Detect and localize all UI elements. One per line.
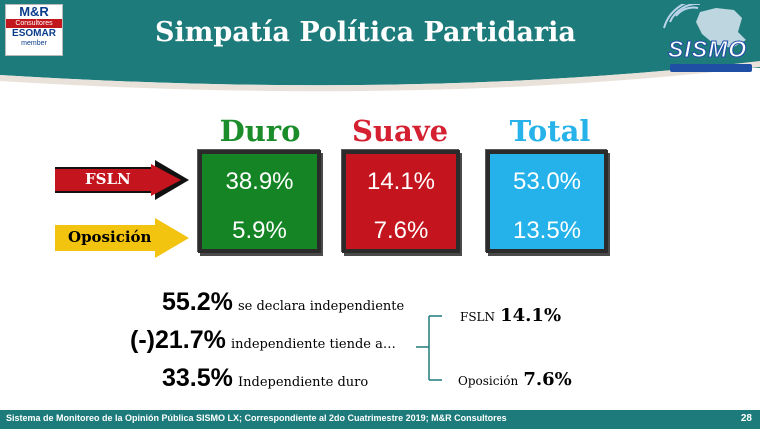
duro-box: 38.9% 5.9% xyxy=(198,150,321,253)
stat-tiende-text: independiente tiende a… xyxy=(230,337,396,352)
breakdown-fsln-label: FSLN xyxy=(460,310,496,324)
header-swoosh xyxy=(0,55,760,105)
breakdown-oposicion-value: 7.6% xyxy=(523,369,572,390)
sismo-logo xyxy=(660,0,760,76)
suave-box: 14.1% 7.6% xyxy=(342,150,460,253)
mr-consultores-logo: M&R Consultores ESOMAR member xyxy=(5,4,63,56)
logo-line-4: member xyxy=(21,40,47,47)
stat-independiente-value: 55.2% xyxy=(162,288,233,316)
stat-duro: 33.5% Independiente duro xyxy=(162,364,368,393)
column-header-suave: Suave xyxy=(351,114,449,148)
fsln-suave-value: 14.1% xyxy=(366,168,436,195)
stat-independiente-text: se declara independiente xyxy=(237,299,405,314)
oposicion-arrow xyxy=(55,218,190,258)
oposicion-duro-value: 5.9% xyxy=(232,217,287,244)
stat-independiente: 55.2% se declara independiente xyxy=(162,288,404,317)
oposicion-arrow-label: Oposición xyxy=(68,228,152,246)
stat-tiende-value: (-)21.7% xyxy=(130,326,226,354)
breakdown-fsln: FSLN 14.1% xyxy=(460,305,561,326)
page-title: Simpatía Política Partidaria xyxy=(155,17,576,48)
footer-bar: Sistema de Monitoreo de la Opinión Públi… xyxy=(0,410,760,429)
column-header-total: Total xyxy=(509,114,591,148)
fsln-duro-value: 38.9% xyxy=(225,168,294,195)
fsln-total-value: 53.0% xyxy=(512,168,582,195)
fsln-arrow xyxy=(55,160,190,200)
logo-line-2: Consultores xyxy=(6,19,62,28)
total-box: 53.0% 13.5% xyxy=(486,150,608,253)
sismo-logo-text: SISMO xyxy=(667,36,748,63)
fsln-arrow-label: FSLN xyxy=(85,170,131,188)
column-header-duro: Duro xyxy=(219,114,301,148)
logo-line-1: M&R xyxy=(19,4,49,19)
stat-tiende: (-)21.7% independiente tiende a… xyxy=(130,326,396,355)
stat-duro-value: 33.5% xyxy=(162,364,233,392)
stat-duro-text: Independiente duro xyxy=(237,375,369,390)
breakdown-oposicion-label: Oposición xyxy=(458,374,519,388)
footer-source-text: Sistema de Monitoreo de la Opinión Públi… xyxy=(6,413,507,423)
oposicion-suave-value: 7.6% xyxy=(373,217,429,244)
breakdown-oposicion: Oposición 7.6% xyxy=(458,369,572,390)
oposicion-total-value: 13.5% xyxy=(512,217,582,244)
breakdown-bracket xyxy=(414,312,444,384)
logo-line-3: ESOMAR xyxy=(12,28,56,39)
page-number: 28 xyxy=(740,413,752,424)
breakdown-fsln-value: 14.1% xyxy=(500,305,562,326)
sismo-logo-band xyxy=(670,64,752,72)
